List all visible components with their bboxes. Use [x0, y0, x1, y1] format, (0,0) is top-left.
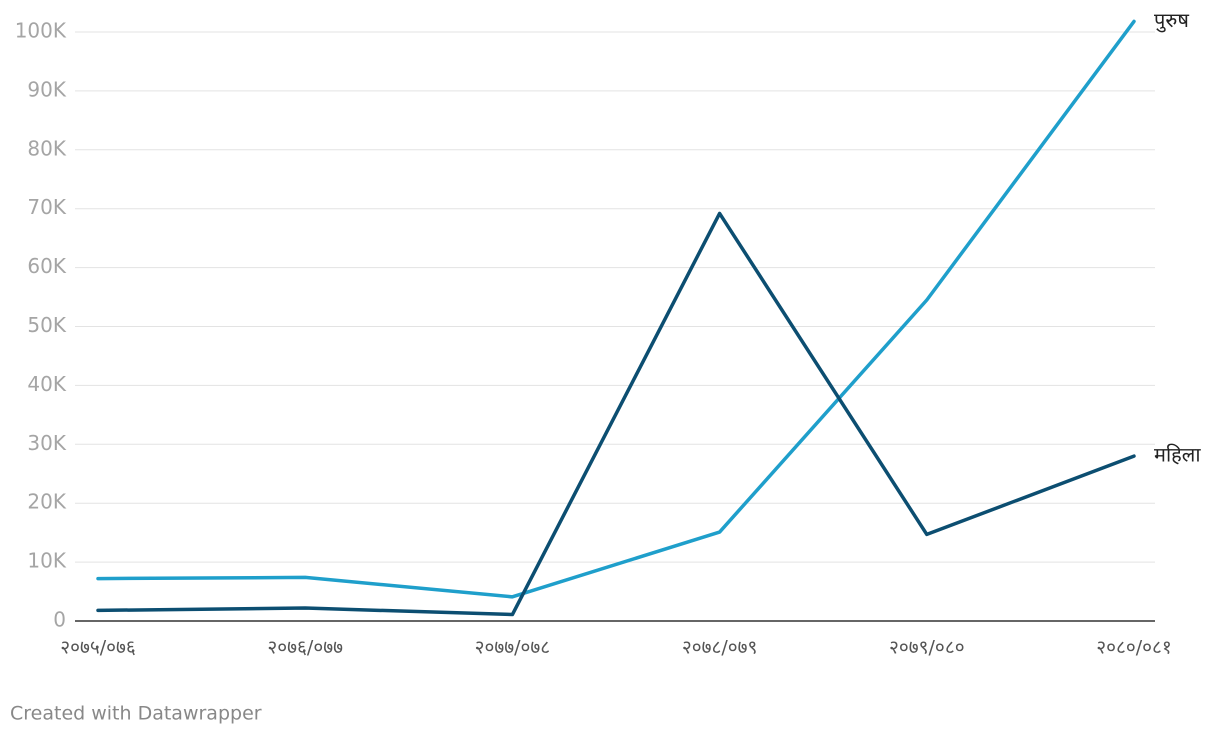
y-tick-label: 50K	[27, 313, 66, 337]
y-tick-label: 0	[53, 608, 66, 632]
y-tick-label: 70K	[27, 195, 66, 219]
x-tick-label: २०७९/०८०	[889, 637, 965, 659]
y-tick-label: 30K	[27, 431, 66, 455]
line-end-label: पुरुष	[1154, 8, 1189, 33]
y-tick-label: 60K	[27, 254, 66, 278]
line-end-label: महिला	[1154, 443, 1201, 467]
x-tick-label: २०७७/०७८	[475, 637, 551, 659]
y-tick-label: 40K	[27, 372, 66, 396]
y-tick-label: 100K	[15, 19, 67, 43]
x-tick-label: २०७६/०७७	[267, 637, 343, 659]
line	[96, 211, 1136, 617]
y-tick-label: 20K	[27, 490, 66, 514]
y-tick-label: 10K	[27, 549, 66, 573]
x-tick-label: २०७५/०७६	[60, 637, 136, 659]
x-tick-label: २०८०/०८१	[1096, 637, 1172, 659]
y-tick-label: 80K	[27, 136, 66, 160]
footer-note: Created with Datawrapper	[10, 703, 262, 725]
line	[96, 19, 1136, 599]
y-tick-label: 90K	[27, 77, 66, 101]
x-tick-label: २०७८/०७९	[682, 637, 758, 659]
